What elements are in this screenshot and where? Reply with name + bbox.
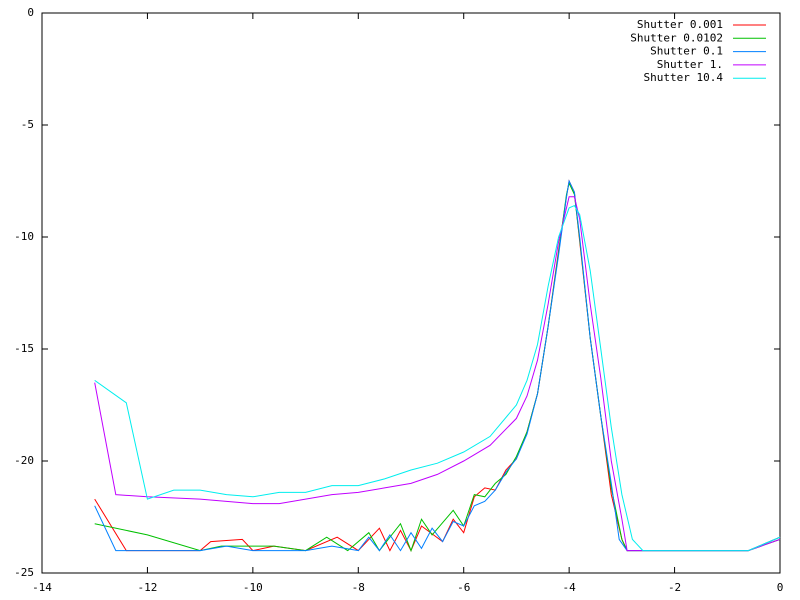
x-tick-label: 0 [777,581,784,594]
series-line [94,179,781,552]
legend-label: Shutter 0.001 [637,18,723,31]
series-line [94,181,781,553]
series-line [94,179,781,552]
x-tick-label: -2 [668,581,681,594]
x-tick-label: -12 [137,581,157,594]
legend-label: Shutter 10.4 [644,71,724,84]
x-tick-label: -10 [243,581,263,594]
legend-label: Shutter 0.1 [650,45,723,58]
y-tick-label: -20 [14,454,34,467]
y-tick-label: -5 [21,118,34,131]
x-tick-label: -14 [32,581,52,594]
x-tick-label: -6 [457,581,470,594]
y-tick-label: -25 [14,566,34,579]
x-tick-label: -4 [563,581,577,594]
y-tick-label: -15 [14,342,34,355]
series-line [94,204,781,552]
x-tick-label: -8 [352,581,365,594]
legend-label: Shutter 1. [657,58,723,71]
y-tick-label: -10 [14,230,34,243]
plot-frame [41,12,781,574]
series-line [94,196,781,552]
y-tick-label: 0 [27,6,34,19]
legend-label: Shutter 0.0102 [630,31,723,44]
